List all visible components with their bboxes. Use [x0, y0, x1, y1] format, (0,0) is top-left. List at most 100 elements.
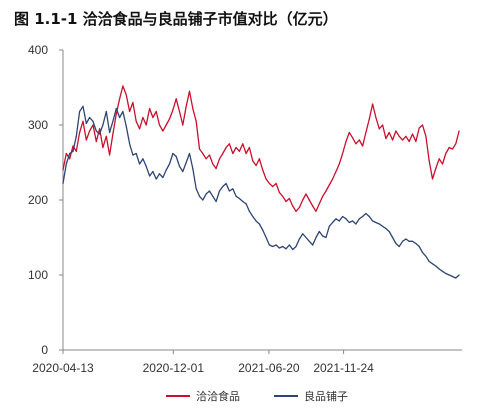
data-point: [152, 116, 154, 119]
data-point: [305, 193, 307, 195]
data-point: [382, 225, 384, 227]
data-point: [132, 101, 134, 104]
data-point: [398, 245, 400, 248]
data-point: [308, 199, 310, 201]
data-point: [382, 124, 384, 126]
data-point: [458, 130, 460, 132]
data-point: [125, 94, 127, 96]
data-point: [129, 143, 131, 145]
data-point: [168, 163, 171, 165]
data-point: [185, 105, 187, 107]
data-point: [295, 210, 297, 212]
data-point: [392, 139, 394, 141]
data-point: [105, 110, 107, 113]
data-point: [288, 197, 290, 200]
data-point: [162, 176, 164, 179]
data-point: [188, 90, 191, 92]
data-point: [335, 170, 337, 173]
data-point: [145, 165, 147, 167]
data-point: [322, 235, 324, 237]
data-point: [441, 163, 444, 165]
data-point: [72, 150, 74, 152]
data-point: [102, 146, 104, 149]
data-point: [89, 116, 91, 119]
legend-label: 良品铺子: [304, 389, 348, 403]
x-tick-label: 2021-06-20: [238, 361, 300, 375]
data-point: [372, 220, 374, 222]
data-point: [312, 244, 314, 246]
data-point: [312, 205, 314, 207]
data-point: [415, 242, 417, 245]
data-point: [402, 240, 404, 242]
data-point: [411, 133, 414, 135]
data-point: [445, 272, 447, 275]
data-point: [62, 182, 64, 185]
data-point: [248, 210, 250, 212]
data-point: [318, 203, 320, 205]
data-point: [272, 245, 274, 248]
data-point: [358, 139, 360, 141]
data-point: [178, 165, 181, 167]
data-point: [345, 218, 347, 220]
data-point: [388, 230, 390, 233]
data-point: [395, 242, 397, 245]
data-point: [188, 152, 191, 155]
data-point: [262, 229, 264, 231]
y-tick-label: 200: [28, 193, 48, 207]
data-point: [242, 200, 244, 203]
data-point: [258, 223, 260, 225]
legend: 洽洽食品 良品铺子: [166, 389, 348, 403]
series-1: [62, 85, 460, 212]
data-point: [365, 212, 367, 215]
x-tick-label: 2021-11-24: [313, 361, 374, 375]
data-point: [155, 110, 157, 113]
data-point: [265, 178, 267, 180]
data-point: [428, 260, 430, 263]
data-point: [172, 109, 174, 111]
y-tick-label: 400: [28, 43, 48, 57]
data-point: [232, 152, 234, 155]
data-point: [168, 118, 171, 120]
data-point: [438, 268, 440, 270]
data-point: [99, 133, 101, 135]
data-point: [292, 248, 294, 251]
data-point: [95, 140, 97, 143]
data-point: [212, 195, 214, 197]
data-point: [192, 107, 194, 110]
data-point: [335, 218, 337, 220]
data-point: [228, 190, 230, 192]
data-point: [72, 145, 74, 147]
data-point: [332, 221, 334, 224]
data-point: [222, 152, 224, 155]
data-point: [235, 146, 237, 149]
data-point: [372, 103, 374, 105]
data-point: [348, 221, 350, 224]
data-point: [352, 137, 354, 139]
data-point: [205, 158, 207, 160]
data-point: [421, 251, 424, 254]
data-point: [358, 218, 360, 220]
data-point: [418, 127, 420, 129]
data-point: [112, 120, 114, 122]
data-point: [402, 139, 404, 141]
data-point: [451, 275, 454, 278]
data-point: [82, 120, 84, 122]
data-point: [175, 155, 177, 158]
data-point: [215, 167, 217, 170]
data-point: [421, 124, 424, 126]
data-point: [268, 244, 270, 246]
data-point: [262, 169, 264, 171]
data-point: [195, 188, 197, 190]
data-point: [405, 238, 407, 240]
data-point: [79, 131, 81, 134]
data-point: [218, 190, 221, 192]
data-point: [308, 240, 310, 242]
data-point: [122, 110, 124, 113]
data-point: [392, 236, 394, 239]
data-point: [398, 135, 400, 137]
data-point: [115, 113, 117, 115]
data-point: [318, 230, 320, 233]
data-point: [172, 152, 174, 155]
data-point: [182, 170, 184, 173]
